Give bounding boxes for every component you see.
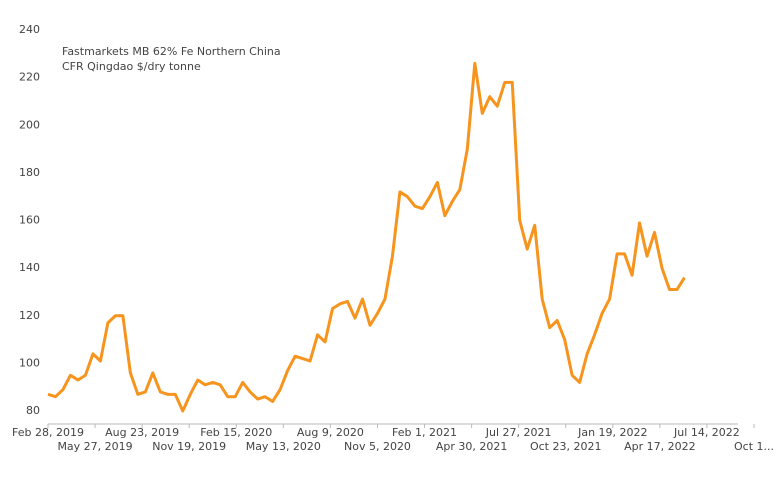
y-tick-label: 80: [26, 404, 40, 417]
x-tick-label: Feb 15, 2020: [200, 426, 272, 439]
y-tick-label: 180: [19, 166, 40, 179]
y-tick-label: 120: [19, 309, 40, 322]
x-tick-label: Oct 23, 2021: [530, 440, 602, 453]
x-tick-label: Jul 27, 2021: [485, 426, 552, 439]
chart-title: CFR Qingdao $/dry tonne: [62, 60, 201, 73]
x-tick-label: Aug 9, 2020: [297, 426, 364, 439]
x-tick-label: Nov 5, 2020: [344, 440, 411, 453]
x-tick-label: Oct 1...: [734, 440, 774, 453]
x-tick-label: May 27, 2019: [57, 440, 132, 453]
x-tick-label: Feb 28, 2019: [12, 426, 84, 439]
x-tick-label: Apr 30, 2021: [436, 440, 508, 453]
line-series: [47, 61, 686, 413]
x-tick-label: Jul 14, 2022: [673, 426, 740, 439]
y-tick-label: 220: [19, 71, 40, 84]
x-tick-label: Aug 23, 2019: [105, 426, 179, 439]
y-tick-label: 100: [19, 356, 40, 369]
y-tick-label: 240: [19, 23, 40, 36]
chart-title: Fastmarkets MB 62% Fe Northern China: [62, 45, 281, 58]
y-tick-label: 140: [19, 261, 40, 274]
y-tick-label: 160: [19, 214, 40, 227]
y-tick-label: 200: [19, 118, 40, 131]
x-tick-label: Apr 17, 2022: [624, 440, 696, 453]
x-tick-label: Jan 19, 2022: [577, 426, 647, 439]
x-tick-label: Feb 1, 2021: [392, 426, 457, 439]
x-tick-label: May 13, 2020: [246, 440, 321, 453]
x-tick-label: Nov 19, 2019: [152, 440, 226, 453]
